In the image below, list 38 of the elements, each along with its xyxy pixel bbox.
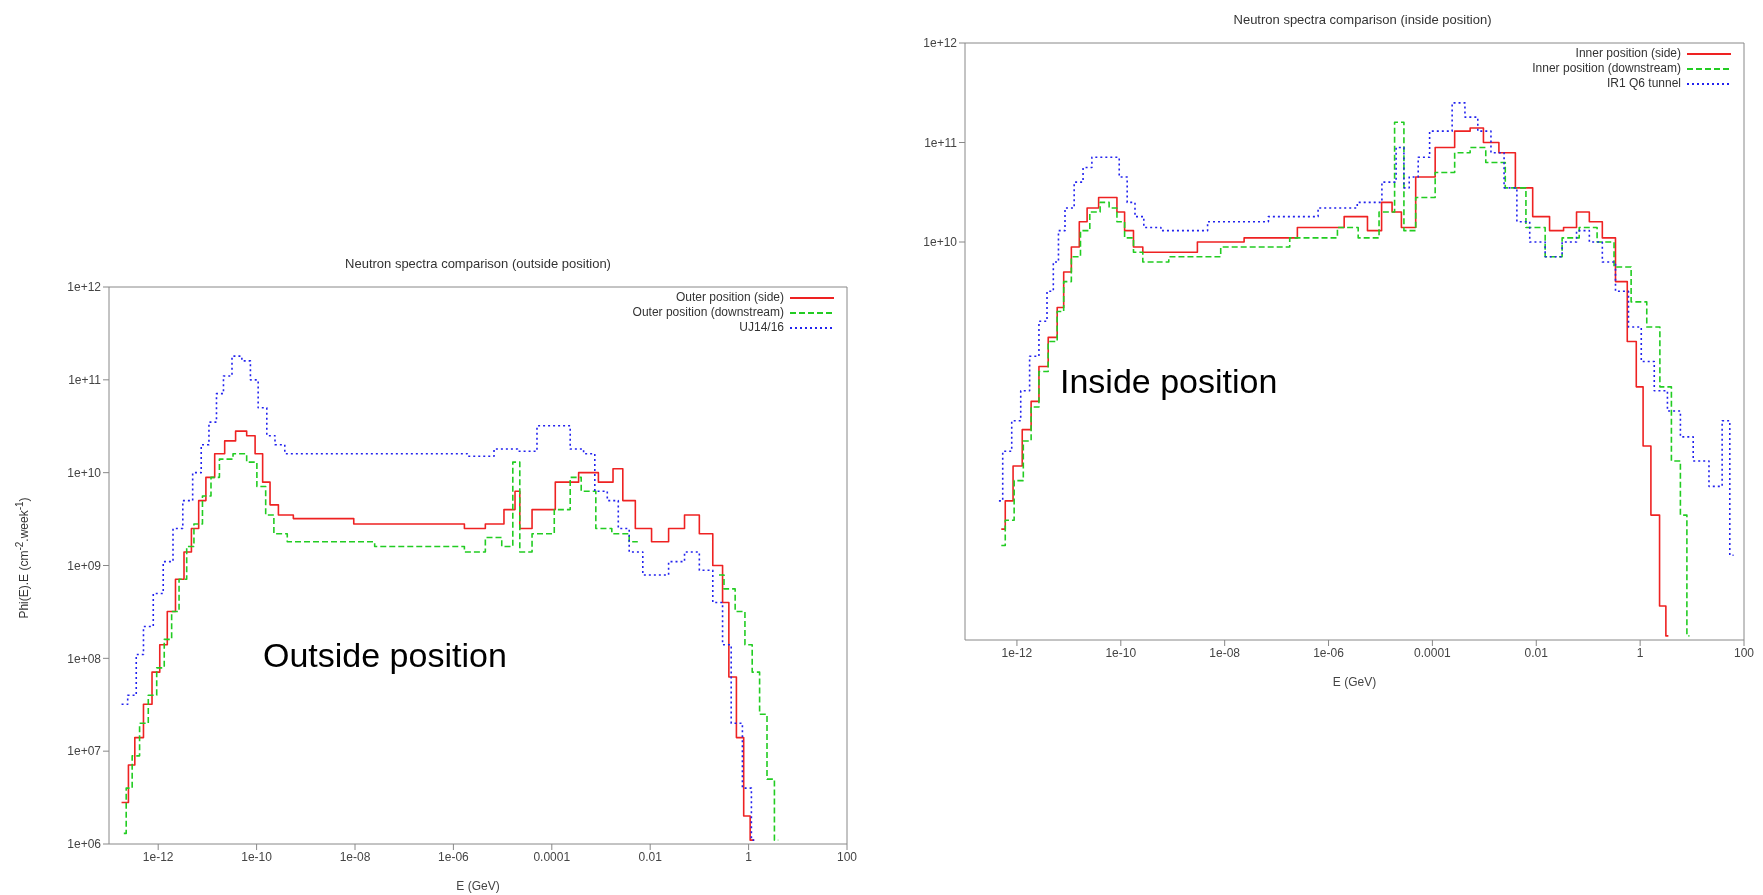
x-tick-label: 100: [1733, 645, 1755, 660]
x-tick-label: 1e-08: [1209, 645, 1241, 660]
legend-label: Outer position (side): [675, 290, 784, 305]
annotation: Outside position: [263, 636, 507, 675]
x-tick-label: 1e-06: [438, 849, 470, 864]
legend-label: UJ14/16: [739, 320, 784, 335]
x-tick-label: 100: [836, 849, 858, 864]
y-tick-label: 1e+11: [68, 373, 102, 388]
annotation: Inside position: [1060, 362, 1278, 401]
legend-label: Outer position (downstream): [632, 305, 784, 320]
x-tick-label: 0.0001: [1414, 645, 1452, 660]
x-tick-label: 0.01: [1524, 645, 1549, 660]
x-tick-label: 1e-12: [142, 849, 174, 864]
y-tick-label: 1e+10: [923, 235, 958, 250]
y-tick-label: 1e+12: [67, 280, 102, 295]
chart-title: Neutron spectra comparison (inside position): [1232, 12, 1493, 27]
legend-label: Inner position (downstream): [1532, 61, 1681, 76]
legend-label: IR1 Q6 tunnel: [1606, 76, 1681, 91]
y-tick-label: 1e+11: [924, 135, 958, 150]
x-tick-label: 1e-06: [1313, 645, 1345, 660]
x-axis-title: E (GeV): [1332, 675, 1377, 689]
y-tick-label: 1e+09: [67, 558, 102, 573]
y-tick-label: 1e+06: [67, 837, 102, 852]
x-tick-label: 1: [745, 849, 753, 864]
chart-title: Neutron spectra comparison (outside position): [344, 256, 612, 271]
x-tick-label: 0.01: [638, 849, 663, 864]
x-tick-label: 1e-12: [1001, 645, 1033, 660]
x-tick-label: 1: [1636, 645, 1644, 660]
y-tick-label: 1e+07: [67, 744, 102, 759]
legend-label: Inner position (side): [1575, 46, 1681, 61]
x-tick-label: 1e-10: [241, 849, 273, 864]
x-tick-label: 0.0001: [533, 849, 571, 864]
x-tick-label: 1e-10: [1105, 645, 1137, 660]
y-tick-label: 1e+12: [923, 36, 958, 51]
x-tick-label: 1e-08: [339, 849, 371, 864]
y-tick-label: 1e+10: [67, 465, 102, 480]
x-axis-title: E (GeV): [456, 879, 500, 893]
y-tick-label: 1e+08: [67, 651, 102, 666]
